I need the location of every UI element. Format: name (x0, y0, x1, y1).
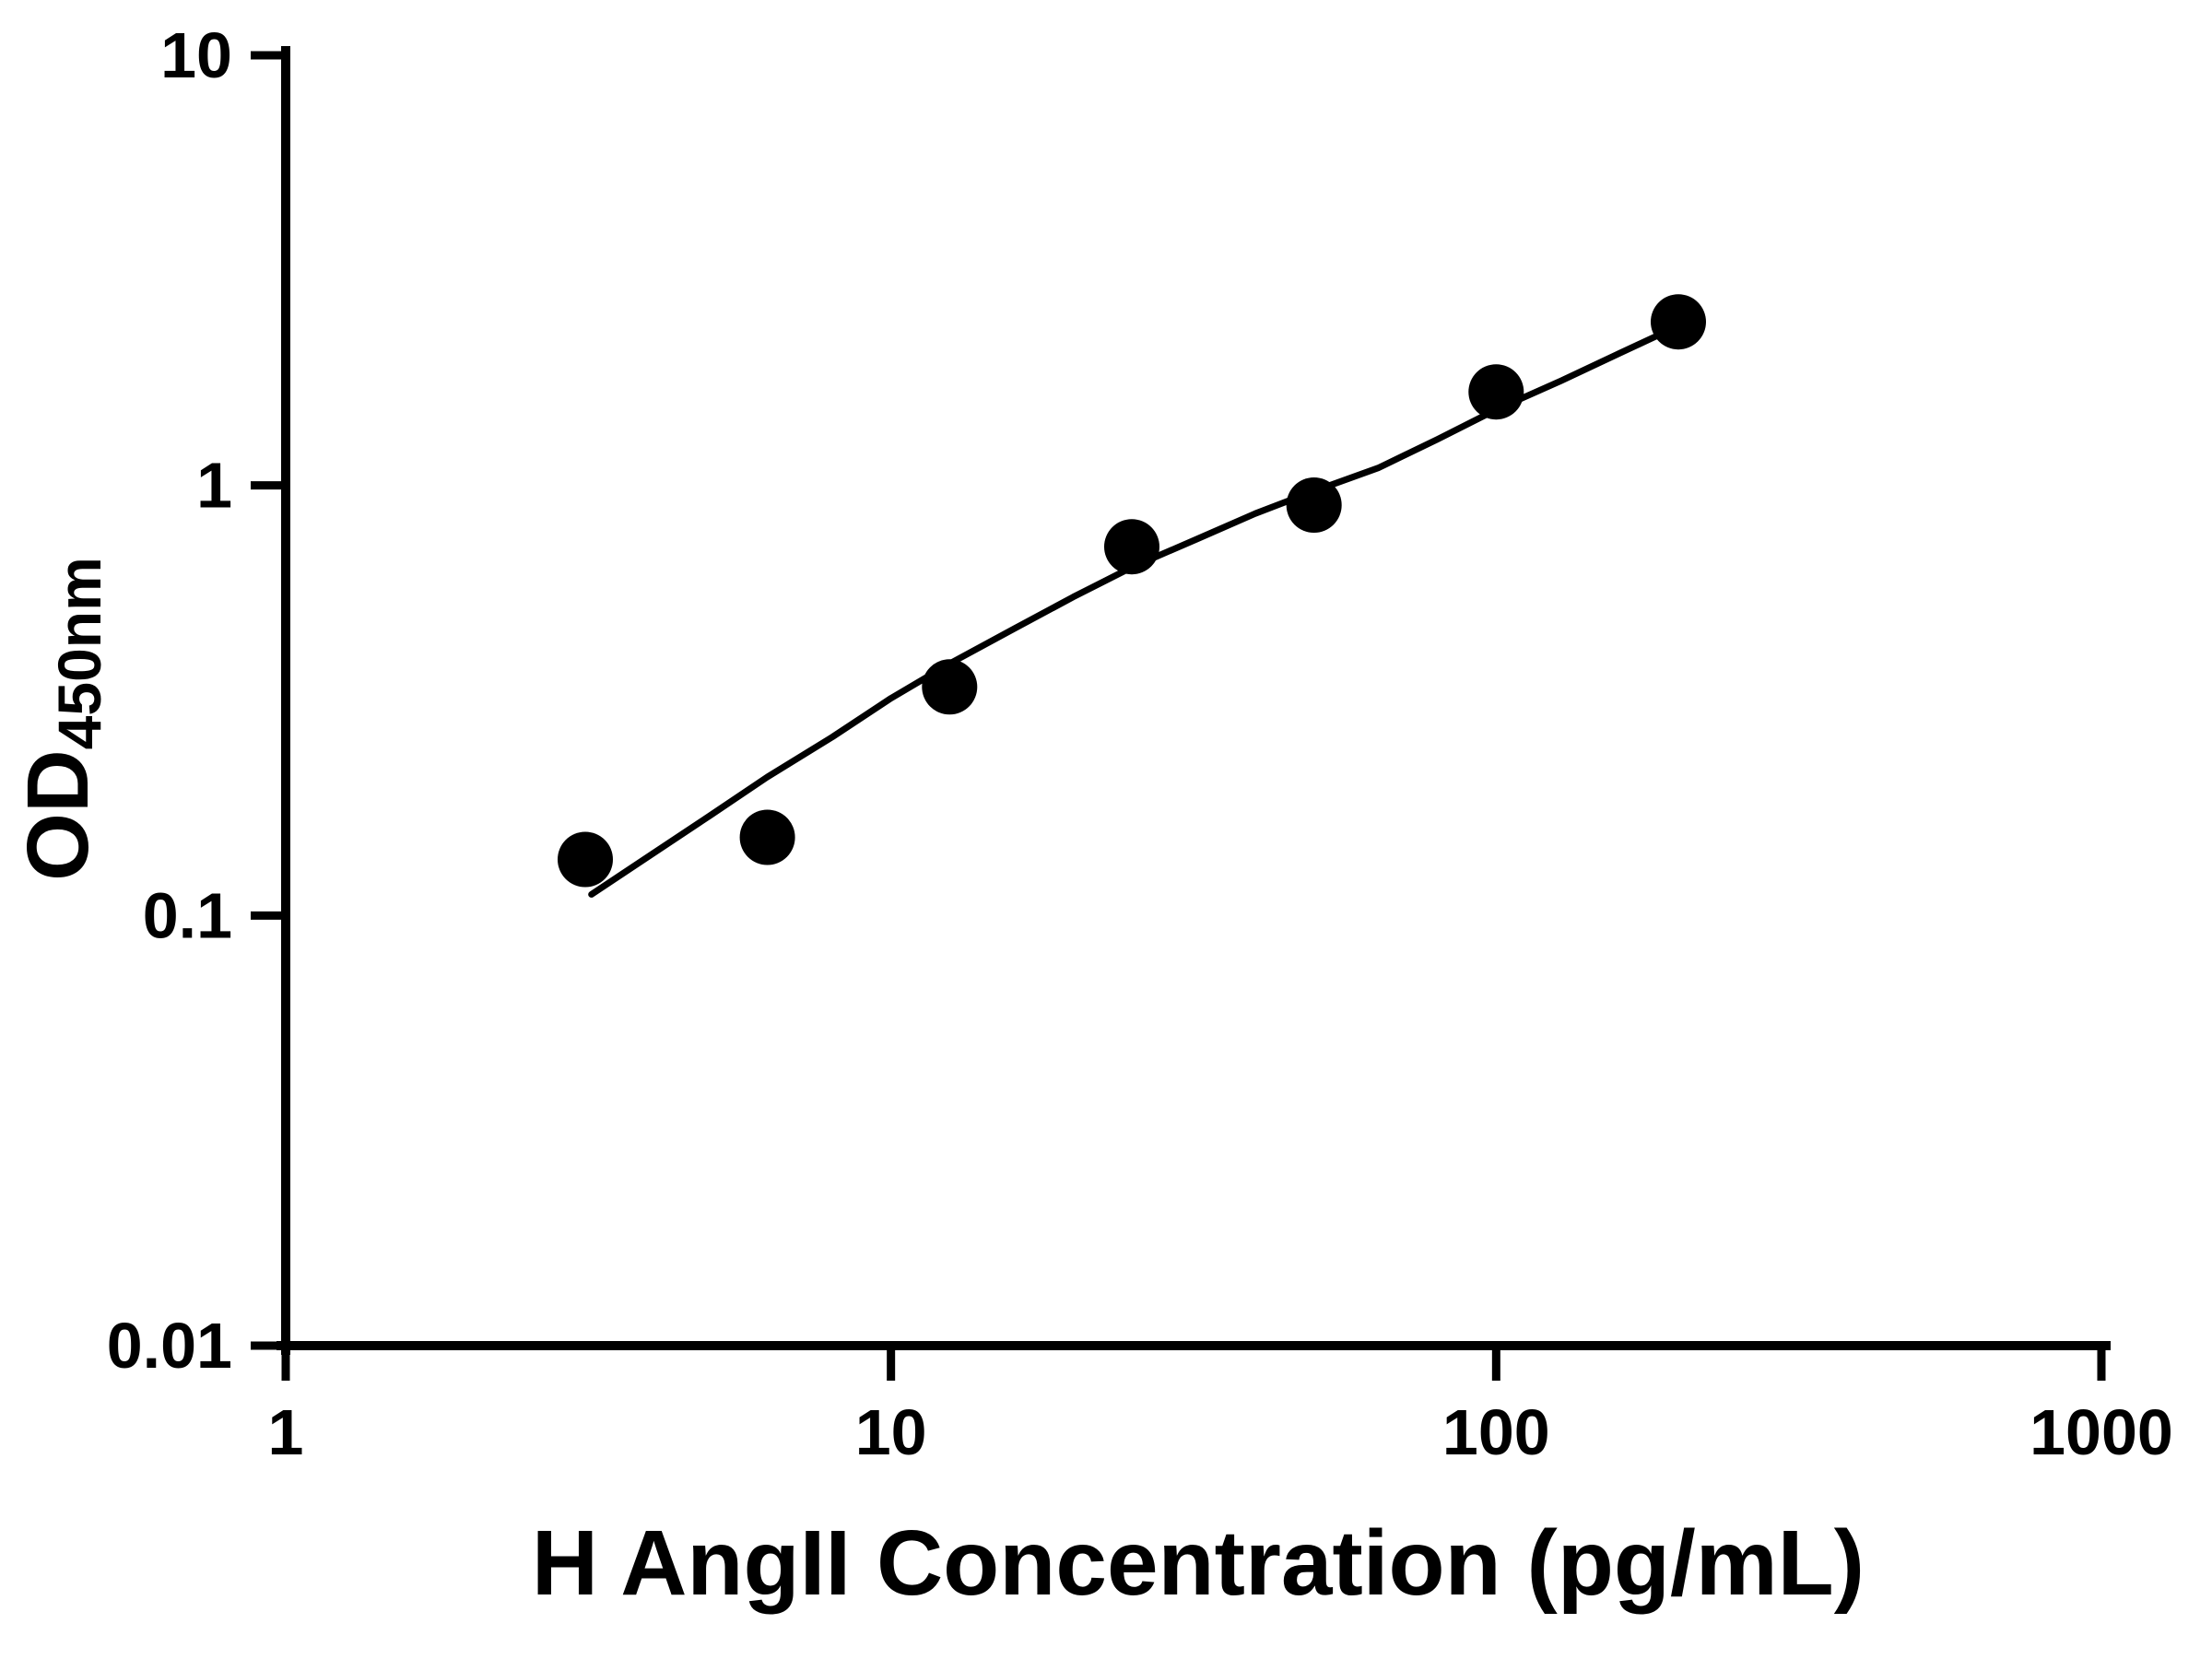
y-axis-title: OD450nm (9, 557, 113, 881)
data-point (922, 659, 978, 715)
data-point (558, 831, 613, 888)
data-point (1468, 364, 1524, 420)
data-point (1104, 519, 1159, 575)
x-axis-tick-label: 1 (268, 1396, 304, 1468)
x-axis-tick-label: 10 (855, 1396, 927, 1468)
x-axis-tick-label: 100 (1442, 1396, 1550, 1468)
x-axis-title: H AngII Concentration (pg/mL) (532, 1512, 1865, 1615)
data-point (739, 809, 795, 865)
y-axis-tick-label: 10 (160, 19, 232, 91)
data-point (1286, 477, 1342, 533)
y-axis-tick-label: 0.01 (107, 1310, 232, 1382)
x-axis-tick-label: 1000 (2030, 1396, 2173, 1468)
y-axis-title-sub: 450nm (45, 557, 113, 749)
y-axis-tick-label: 0.1 (143, 879, 232, 951)
y-axis-title-main: OD (9, 749, 107, 881)
plot-area: 1 10 100 1000 10 1 0.1 0.01 (107, 19, 2173, 1468)
y-axis-tick-label: 1 (196, 450, 232, 522)
data-point (1651, 294, 1706, 350)
